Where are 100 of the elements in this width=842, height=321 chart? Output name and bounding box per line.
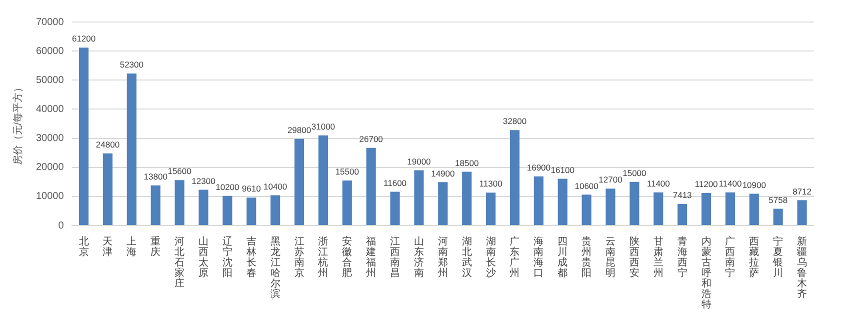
bar xyxy=(150,185,160,225)
x-tick-label: 浙江杭州 xyxy=(317,236,328,279)
x-tick-label: 江西南昌 xyxy=(390,236,400,279)
x-tick-label: 重庆 xyxy=(150,236,161,258)
data-label: 11300 xyxy=(479,178,503,189)
x-tick-label: 宁夏银川 xyxy=(772,236,784,279)
bar xyxy=(534,176,544,225)
x-tick-label: 河南郑州 xyxy=(438,236,448,279)
bar xyxy=(246,198,256,225)
data-label: 10900 xyxy=(742,180,766,190)
data-label: 11200 xyxy=(694,179,718,190)
x-tick-label: 河北石家庄 xyxy=(174,236,185,290)
x-tick-label: 新疆乌鲁木齐 xyxy=(797,236,808,300)
data-label: 12300 xyxy=(192,176,216,186)
y-tick-label: 70000 xyxy=(36,16,64,28)
x-tick-label: 甘肃兰州 xyxy=(653,236,664,279)
y-tick-label: 60000 xyxy=(36,46,64,57)
bar xyxy=(606,188,616,225)
x-tick-label: 辽宁沈阳 xyxy=(222,236,232,279)
bar xyxy=(725,192,735,225)
x-tick-label: 海南海口 xyxy=(534,236,544,279)
bar xyxy=(342,180,352,225)
bar xyxy=(462,172,472,225)
data-label: 15500 xyxy=(335,166,360,177)
x-tick-label: 福建福州 xyxy=(365,236,376,279)
data-label: 11400 xyxy=(718,178,742,188)
bar xyxy=(797,200,807,225)
data-label: 52300 xyxy=(120,60,144,70)
bar xyxy=(414,170,424,225)
data-label: 10200 xyxy=(216,182,240,192)
y-tick-label: 50000 xyxy=(36,74,64,86)
x-tick-label: 西藏拉萨 xyxy=(749,236,760,279)
x-tick-label: 江苏南京 xyxy=(294,236,304,279)
x-tick-label: 贵州贵阳 xyxy=(582,236,592,279)
bar xyxy=(270,195,280,225)
data-label: 26700 xyxy=(359,134,384,144)
data-label: 16100 xyxy=(550,164,575,175)
bar xyxy=(558,178,568,225)
x-tick-label: 吉林长春 xyxy=(245,236,256,279)
bar xyxy=(582,194,592,225)
data-label: 15000 xyxy=(622,168,647,178)
x-tick-label: 广东广州 xyxy=(510,236,520,279)
bar xyxy=(174,180,184,225)
bar xyxy=(773,208,783,225)
data-label: 10600 xyxy=(574,180,599,191)
bar xyxy=(102,153,113,225)
data-label: 16900 xyxy=(526,162,551,172)
bar xyxy=(198,190,208,225)
bar xyxy=(78,48,89,225)
data-label: 13800 xyxy=(144,171,168,182)
x-tick-label: 广西南宁 xyxy=(725,236,736,279)
x-tick-label: 青海西宁 xyxy=(677,236,688,279)
bar xyxy=(318,135,328,225)
bar xyxy=(222,196,232,225)
data-label: 24800 xyxy=(96,139,120,150)
x-tick-label: 上海 xyxy=(126,236,137,258)
data-label: 7413 xyxy=(672,190,692,200)
x-tick-label: 北京 xyxy=(78,236,89,258)
y-tick-label: 20000 xyxy=(36,162,64,174)
bar xyxy=(510,130,520,225)
x-tick-label: 湖北武汉 xyxy=(462,236,472,279)
x-tick-label: 云南昆明 xyxy=(605,236,616,279)
x-tick-label: 天津 xyxy=(102,236,113,258)
data-label: 61200 xyxy=(72,34,96,44)
x-tick-label: 安徽合肥 xyxy=(342,236,352,279)
x-tick-label: 四川成都 xyxy=(558,236,568,279)
data-label: 29800 xyxy=(287,124,312,135)
bar xyxy=(438,182,448,225)
y-axis-title: 房价（元/每平方） xyxy=(12,82,24,166)
x-tick-label: 湖南长沙 xyxy=(486,236,496,279)
bar xyxy=(486,192,496,225)
data-label: 9610 xyxy=(242,184,262,194)
data-label: 19000 xyxy=(407,156,432,166)
y-tick-label: 0 xyxy=(58,220,64,232)
bar xyxy=(126,73,136,225)
bar xyxy=(294,138,304,225)
data-label: 18500 xyxy=(455,158,479,168)
bar xyxy=(749,194,759,225)
bar xyxy=(630,182,640,225)
data-label: 15600 xyxy=(168,166,192,176)
data-label: 11400 xyxy=(646,178,670,188)
data-label: 32800 xyxy=(502,116,527,126)
data-label: 8712 xyxy=(792,186,812,196)
bar xyxy=(678,204,688,225)
data-label: 14900 xyxy=(431,168,455,178)
y-tick-label: 10000 xyxy=(36,191,64,202)
data-label: 5758 xyxy=(768,194,788,205)
data-label: 11600 xyxy=(384,178,407,188)
bar xyxy=(390,192,400,225)
x-tick-label: 山西太原 xyxy=(198,236,208,279)
data-label: 10400 xyxy=(263,181,288,192)
bar xyxy=(654,192,664,225)
y-tick-label: 30000 xyxy=(36,133,64,144)
x-tick-label: 陕西西安 xyxy=(629,236,640,279)
data-label: 12700 xyxy=(598,174,623,185)
x-tick-label: 山东济南 xyxy=(414,236,424,279)
x-tick-label: 内蒙古呼和浩特 xyxy=(701,236,712,310)
bar xyxy=(366,148,376,225)
bar xyxy=(701,192,712,225)
data-label: 31000 xyxy=(311,121,336,132)
